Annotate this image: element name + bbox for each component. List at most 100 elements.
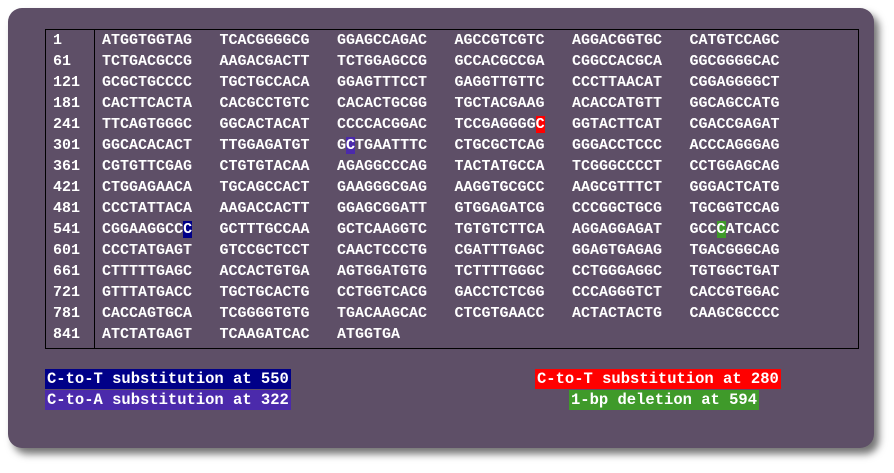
- sequence-blocks: TTCAGTGGGC GGCACTACAT CCCCACGGAC TCCGAGGGGC…: [102, 115, 807, 134]
- sequence-block: CCCAGGGTCT: [572, 284, 663, 301]
- sequence-block: AGAGGCCCAG: [337, 158, 428, 175]
- sequence-block: AGCCGTCGTC: [454, 32, 545, 49]
- sequence-block: CCTGGAGCAG: [689, 158, 780, 175]
- sequence-block: ACTACTACTG: [572, 305, 663, 322]
- sequence-block: CACTTCACTA: [102, 95, 193, 112]
- sequence-block: TGACGGGCAG: [689, 242, 780, 259]
- sequence-block: GGAGTGAGAG: [572, 242, 663, 259]
- sequence-block: CGGAAGGCCC: [102, 221, 193, 238]
- mutation-highlight: C: [535, 116, 545, 133]
- sequence-block: ATGGTGGTAG: [102, 32, 193, 49]
- sequence-block: TCCGAGGGGC: [454, 116, 545, 133]
- legend-deletion-594: 1-bp deletion at 594: [569, 390, 760, 410]
- sequence-block: TGCAGCCACT: [219, 179, 310, 196]
- sequence-block: CTCGTGAACC: [454, 305, 545, 322]
- sequence-block: TTGGAGATGT: [219, 137, 310, 154]
- sequence-block: CGTGTTCGAG: [102, 158, 193, 175]
- sequence-row: 301 GGCACACACT TTGGAGATGT GCTGAATTTC CTGCGCT…: [46, 136, 858, 156]
- sequence-row: 661 CTTTTTGAGC ACCACTGTGA AGTGGATGTG TCTTTTG…: [46, 262, 858, 282]
- sequence-row: 841 ATCTATGAGT TCAAGATCAC ATGGTGA: [46, 325, 858, 345]
- sequence-block: AAGCGTTTCT: [572, 179, 663, 196]
- sequence-block: CACACTGCGG: [337, 95, 428, 112]
- sequence-block: TGTGGCTGAT: [689, 263, 780, 280]
- row-number: 661: [53, 263, 81, 280]
- sequence-block: GCGCTGCCCC: [102, 74, 193, 91]
- sequence-block: GCTTTGCCAA: [219, 221, 310, 238]
- sequence-block: CTTTTTGAGC: [102, 263, 193, 280]
- sequence-block: AAGGTGCGCC: [454, 179, 545, 196]
- row-number: 241: [53, 116, 81, 133]
- sequence-block: CCCCACGGAC: [337, 116, 428, 133]
- sequence-block: CGGAGGGGCT: [689, 74, 780, 91]
- sequence-block: TGCTGCACTG: [219, 284, 310, 301]
- sequence-block: GGTACTTCAT: [572, 116, 663, 133]
- sequence-block: CCCTATTACA: [102, 200, 193, 217]
- sequence-block: GACCTCTCGG: [454, 284, 545, 301]
- sequence-block: CATGTCCAGC: [689, 32, 780, 49]
- sequence-block: CAAGCGCCCC: [689, 305, 780, 322]
- sequence-block: GCTGAATTTC: [337, 137, 428, 154]
- sequence-panel: 1 ATGGTGGTAG TCACGGGGCG GGAGCCAGAC AGCCGTCGT…: [8, 8, 874, 448]
- sequence-row: 541 CGGAAGGCCC GCTTTGCCAA GCTCAAGGTC TGTGTCT…: [46, 220, 858, 240]
- sequence-block: AGGAGGAGAT: [572, 221, 663, 238]
- sequence-block: CCCGGCTGCG: [572, 200, 663, 217]
- sequence-block: GGCAGCCATG: [689, 95, 780, 112]
- sequence-block: TCGGGCCCCT: [572, 158, 663, 175]
- sequence-block: CACGCCTGTC: [219, 95, 310, 112]
- sequence-blocks: CTGGAGAACA TGCAGCCACT GAAGGGCGAG AAGGTGCGCC…: [102, 178, 807, 197]
- sequence-blocks: CTTTTTGAGC ACCACTGTGA AGTGGATGTG TCTTTTGGGC…: [102, 262, 807, 281]
- sequence-blocks: CACTTCACTA CACGCCTGTC CACACTGCGG TGCTACGAAG…: [102, 94, 807, 113]
- row-number: 781: [53, 305, 81, 322]
- sequence-block: GCCCATCACC: [689, 221, 780, 238]
- sequence-block: CACCAGTGCA: [102, 305, 193, 322]
- sequence-blocks: GGCACACACT TTGGAGATGT GCTGAATTTC CTGCGCTCAG…: [102, 136, 807, 155]
- sequence-block: TGCGGTCCAG: [689, 200, 780, 217]
- sequence-block: CTGCGCTCAG: [454, 137, 545, 154]
- sequence-block: AAGACCACTT: [219, 200, 310, 217]
- sequence-block: TGACAAGCAC: [337, 305, 428, 322]
- sequence-block: GGCACACACT: [102, 137, 193, 154]
- sequence-row: 361 CGTGTTCGAG CTGTGTACAA AGAGGCCCAG TACTATG…: [46, 157, 858, 177]
- sequence-box: 1 ATGGTGGTAG TCACGGGGCG GGAGCCAGAC AGCCGTCGT…: [45, 29, 859, 349]
- sequence-block: GGCGGGGCAC: [689, 53, 780, 70]
- sequence-blocks: CCCTATGAGT GTCCGCTCCT CAACTCCCTG CGATTTGAGC…: [102, 241, 807, 260]
- sequence-block: ATCTATGAGT: [102, 326, 193, 343]
- sequence-row: 121 GCGCTGCCCC TGCTGCCACA GGAGTTTCCT GAGGTTG…: [46, 73, 858, 93]
- sequence-block: CTGGAGAACA: [102, 179, 193, 196]
- sequence-row: 721 GTTTATGACC TGCTGCACTG CCTGGTCACG GACCTCT…: [46, 283, 858, 303]
- legend-c-to-a-322: C-to-A substitution at 322: [45, 390, 291, 410]
- row-number: 121: [53, 74, 81, 91]
- sequence-block: CCTGGGAGGC: [572, 263, 663, 280]
- sequence-block: TCGGGGTGTG: [219, 305, 310, 322]
- sequence-row: 601 CCCTATGAGT GTCCGCTCCT CAACTCCCTG CGATTTG…: [46, 241, 858, 261]
- sequence-block: TGTGTCTTCA: [454, 221, 545, 238]
- sequence-blocks: CGTGTTCGAG CTGTGTACAA AGAGGCCCAG TACTATGCCA…: [102, 157, 807, 176]
- sequence-block: TGCTACGAAG: [454, 95, 545, 112]
- sequence-block: GGAGTTTCCT: [337, 74, 428, 91]
- sequence-block: TCTGACGCCG: [102, 53, 193, 70]
- sequence-block: GGCACTACAT: [219, 116, 310, 133]
- sequence-block: TCTGGAGCCG: [337, 53, 428, 70]
- sequence-block: ACACCATGTT: [572, 95, 663, 112]
- sequence-block: TCACGGGGCG: [219, 32, 310, 49]
- sequence-block: GGGACCTCCC: [572, 137, 663, 154]
- sequence-block: AGGACGGTGC: [572, 32, 663, 49]
- sequence-row: 241 TTCAGTGGGC GGCACTACAT CCCCACGGAC TCCGAGG…: [46, 115, 858, 135]
- sequence-blocks: CACCAGTGCA TCGGGGTGTG TGACAAGCAC CTCGTGAACC…: [102, 304, 807, 323]
- sequence-block: CGACCGAGAT: [689, 116, 780, 133]
- sequence-row: 421 CTGGAGAACA TGCAGCCACT GAAGGGCGAG AAGGTGC…: [46, 178, 858, 198]
- sequence-block: CGGCCACGCA: [572, 53, 663, 70]
- sequence-block: GGGACTCATG: [689, 179, 780, 196]
- sequence-block: ACCCAGGGAG: [689, 137, 780, 154]
- sequence-block: CTGTGTACAA: [219, 158, 310, 175]
- sequence-block: CCCTTAACAT: [572, 74, 663, 91]
- sequence-block: GCTCAAGGTC: [337, 221, 428, 238]
- sequence-row: 181 CACTTCACTA CACGCCTGTC CACACTGCGG TGCTACG…: [46, 94, 858, 114]
- row-number: 841: [53, 326, 81, 343]
- sequence-block: TCAAGATCAC: [219, 326, 310, 343]
- sequence-block: CCTGGTCACG: [337, 284, 428, 301]
- sequence-block: GTGGAGATCG: [454, 200, 545, 217]
- sequence-row: 61 TCTGACGCCG AAGACGACTT TCTGGAGCCG GCCACGCC…: [46, 52, 858, 72]
- sequence-block: TCTTTTGGGC: [454, 263, 545, 280]
- sequence-block: ACCACTGTGA: [219, 263, 310, 280]
